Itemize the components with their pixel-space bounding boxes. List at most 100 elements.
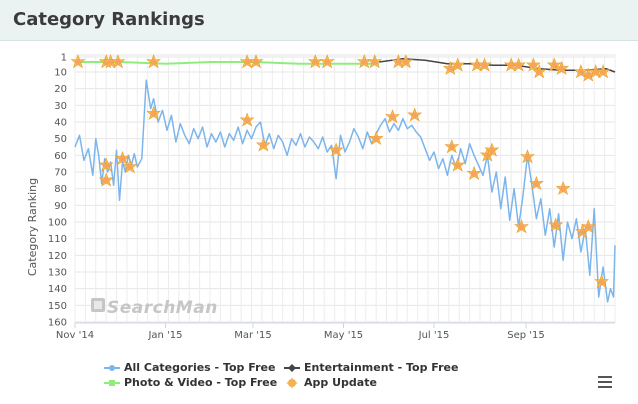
legend-photo-video[interactable]: Photo & Video - Top Free (104, 376, 277, 389)
app-update-marker-core (402, 59, 409, 65)
app-update-marker (450, 157, 466, 172)
app-update-marker (580, 219, 596, 234)
app-update-marker-core (253, 59, 259, 65)
watermark-logo (91, 298, 105, 312)
app-update-marker-core (361, 59, 368, 65)
legend-app-update[interactable]: App Update (284, 376, 377, 389)
app-update-marker-core (518, 224, 525, 230)
app-update-marker (256, 137, 271, 152)
app-update-marker-core (371, 59, 378, 65)
app-update-marker-core (552, 222, 559, 229)
app-update-marker (98, 157, 114, 172)
app-update-marker-core (585, 224, 592, 230)
app-update-marker-core (533, 180, 540, 187)
app-update-marker (444, 139, 460, 154)
app-update-marker-core (585, 72, 592, 79)
searchman-watermark: SearchMan (107, 298, 218, 318)
app-update-marker-core (312, 59, 319, 65)
grid-layer (74, 54, 616, 324)
app-update-marker (466, 165, 482, 180)
app-update-marker-core (75, 59, 81, 65)
app-update-marker (239, 54, 255, 69)
app-update-marker-core (260, 142, 267, 149)
app-update-marker-core (508, 62, 515, 69)
x-axis-labels: Nov '14 Jan '15 Mar '15 May '15 Jul '15 Sep '… (56, 322, 615, 341)
y-tick-label: 120 (48, 251, 67, 262)
app-update-marker-core (598, 279, 605, 285)
hamburger-menu-icon[interactable] (598, 376, 612, 388)
app-update-marker-core (150, 110, 157, 117)
app-update-marker-core (471, 170, 478, 177)
app-update-marker (514, 219, 529, 234)
legend-entertainment[interactable]: Entertainment - Top Free (284, 361, 458, 374)
x-tick-label: Jul '15 (418, 330, 450, 341)
y-tick-label: 10 (54, 68, 67, 79)
app-update-marker (531, 64, 547, 79)
y-tick-label: 130 (48, 268, 67, 279)
legend-app-update-label: App Update (304, 376, 377, 389)
series-photo-video-line (75, 61, 380, 65)
app-update-marker-core (373, 135, 380, 142)
app-update-marker (555, 180, 571, 195)
x-tick-label: Sep '15 (507, 330, 545, 341)
app-update-marker-core (536, 69, 543, 75)
app-update-marker (477, 57, 492, 72)
app-update-marker (110, 54, 126, 69)
y-tick-label: 20 (54, 84, 67, 95)
app-update-marker (307, 54, 323, 69)
app-update-marker-core (481, 62, 488, 69)
menu-icon-bar (598, 386, 612, 388)
app-update-marker-core (515, 62, 522, 69)
app-update-marker-core (119, 155, 126, 162)
app-update-marker (98, 172, 114, 187)
app-update-marker (398, 54, 414, 69)
app-update-marker-core (107, 59, 114, 65)
app-update-marker (511, 57, 526, 72)
app-update-marker-core (395, 59, 402, 65)
x-tick-label: Nov '14 (56, 330, 94, 341)
app-update-marker-core (600, 69, 607, 75)
app-update-marker-core (150, 59, 157, 65)
app-update-marker-core (448, 144, 455, 150)
legend-all-categories-label: All Categories - Top Free (124, 361, 276, 374)
app-update-marker (385, 109, 400, 124)
chart-header: Category Rankings (0, 0, 638, 41)
menu-icon-bar (598, 381, 612, 383)
y-tick-label: 60 (54, 151, 67, 162)
y-tick-label: 140 (48, 284, 67, 295)
chart-legend: All Categories - Top Free Entertainment … (104, 361, 474, 397)
app-update-marker (450, 57, 466, 72)
legend-all-categories[interactable]: All Categories - Top Free (104, 361, 275, 374)
app-update-marker (248, 54, 264, 69)
y-tick-label: 110 (48, 234, 67, 245)
app-update-marker (484, 142, 500, 157)
app-update-marker-core (524, 154, 531, 160)
y-tick-label: 1 (61, 53, 67, 64)
x-tick-label: May '15 (324, 330, 363, 341)
y-tick-label: 80 (54, 184, 67, 195)
app-update-marker (529, 175, 544, 190)
legend-photo-video-label: Photo & Video - Top Free (124, 376, 278, 389)
app-update-marker-core (488, 147, 495, 154)
app-update-marker (548, 217, 564, 232)
app-update-marker-core (558, 65, 565, 72)
app-update-marker-core (389, 114, 396, 120)
app-update-marker-core (579, 229, 586, 235)
app-update-marker-core (103, 177, 110, 184)
app-update-marker-core (333, 147, 340, 154)
app-update-marker (594, 274, 609, 289)
app-update-marker (146, 54, 161, 69)
y-tick-label: 70 (54, 168, 67, 179)
x-tick-label: Mar '15 (234, 330, 272, 341)
legend-entertainment-label: Entertainment - Top Free (304, 361, 459, 374)
app-update-marker (319, 54, 335, 69)
y-tick-label: 90 (54, 201, 67, 212)
app-update-marker (122, 159, 138, 174)
app-update-marker-core (560, 185, 567, 192)
y-tick-label: 150 (48, 301, 67, 312)
app-update-marker-core (454, 62, 461, 69)
app-update-marker-core (244, 59, 251, 65)
app-update-marker (146, 105, 161, 120)
app-update-marker (70, 54, 86, 69)
